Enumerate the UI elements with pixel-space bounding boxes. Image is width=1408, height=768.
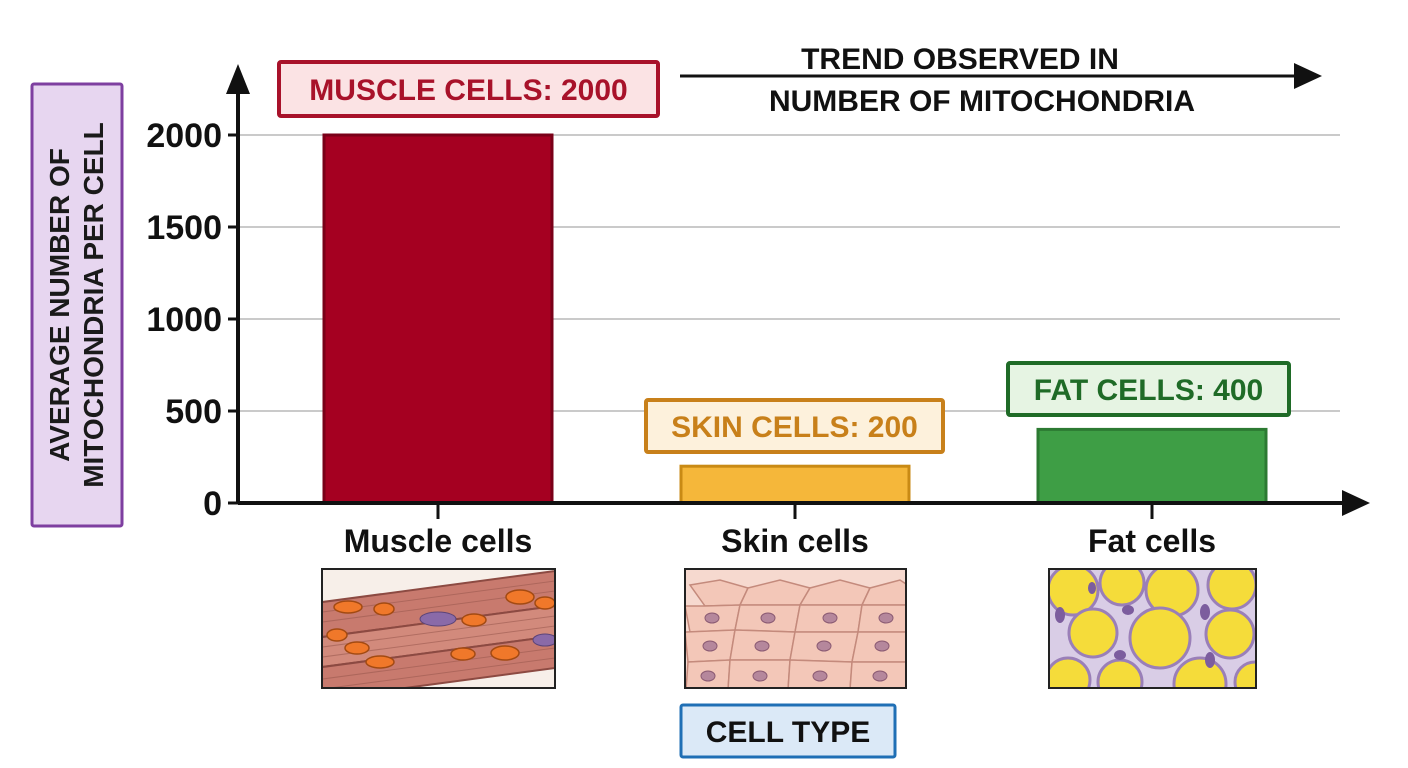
y-axis-arrow: [226, 64, 250, 94]
value-label: SKIN CELLS: 200: [671, 411, 918, 444]
muscle-cells-illustration: [321, 568, 556, 689]
trend-arrow-head: [1294, 63, 1322, 89]
value-label-box: [277, 60, 660, 118]
bar: [1036, 427, 1268, 505]
y-tick-labels: 0 500 1000 1500 2000: [146, 117, 238, 523]
x-axis-label-text: CELL TYPE: [706, 716, 870, 749]
bar: [679, 464, 911, 505]
value-label: FAT CELLS: 400: [1034, 374, 1263, 407]
skin-cells-illustration: [684, 568, 907, 689]
fat-cells-illustration: [1048, 568, 1257, 689]
x-axis-label-box: [679, 703, 897, 759]
y-axis-label-line-1: AVERAGE NUMBER OF: [44, 148, 75, 462]
bar: [322, 133, 554, 505]
y-tick-label: 0: [203, 485, 222, 523]
x-axis-label: CELL TYPE: [679, 703, 897, 759]
y-tick-label: 1500: [146, 209, 222, 247]
value-labels: MUSCLE CELLS: 2000 SKIN CELLS: 200 FAT CEL…: [277, 60, 1291, 454]
y-tick-label: 500: [165, 393, 222, 431]
value-label-box: [1006, 361, 1291, 417]
y-tick-label: 2000: [146, 117, 222, 155]
trend-label-line-1: TREND OBSERVED IN: [801, 43, 1119, 76]
trend-annotation: TREND OBSERVED IN NUMBER OF MITOCHONDRIA: [680, 40, 1322, 118]
x-tick-labels: Muscle cells Skin cells Fat cells: [344, 503, 1216, 559]
x-tick-label: Muscle cells: [344, 523, 533, 559]
axes: [226, 64, 1370, 516]
x-tick-label: Skin cells: [721, 523, 869, 559]
value-label: MUSCLE CELLS: 2000: [309, 74, 627, 107]
x-tick-label: Fat cells: [1088, 523, 1216, 559]
y-axis-label-line-2: MITOCHONDRIA PER CELL: [78, 122, 109, 488]
y-tick-label: 1000: [146, 301, 222, 339]
value-label-box: [644, 398, 945, 454]
x-axis-arrow: [1342, 490, 1370, 516]
trend-label-line-2: NUMBER OF MITOCHONDRIA: [769, 85, 1195, 118]
y-axis-label-box: [30, 82, 124, 528]
y-axis-label: AVERAGE NUMBER OF MITOCHONDRIA PER CELL: [30, 82, 124, 528]
